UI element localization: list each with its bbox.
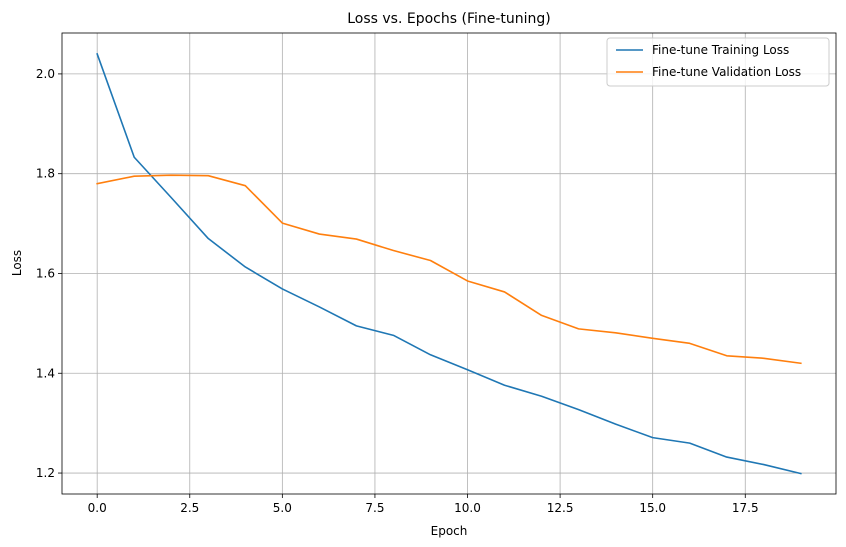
axis-ticks: 0.0 2.5 5.0 7.5 10.0 12.5 15.0 17.5 1.2 1.4 1.6 1.8… [36,67,759,515]
x-tick-label: 0.0 [88,501,107,515]
y-tick-label: 1.8 [36,167,55,181]
x-tick-label: 7.5 [365,501,384,515]
x-tick-label: 10.0 [454,501,481,515]
x-tick-label: 15.0 [639,501,666,515]
series-lines [96,52,802,475]
x-tick-label: 2.5 [180,501,199,515]
x-tick-label: 12.5 [547,501,574,515]
chart-title: Loss vs. Epochs (Fine-tuning) [347,11,551,27]
legend: Fine-tune Training Loss Fine-tune Valida… [606,37,830,87]
plot-frame [61,32,837,495]
x-tick-label: 5.0 [273,501,292,515]
legend-label-training: Fine-tune Training Loss [652,43,789,57]
x-axis-label: Epoch [431,524,468,538]
grid-lines [62,33,836,494]
y-tick-label: 1.6 [36,266,55,280]
y-tick-label: 2.0 [36,67,55,81]
legend-label-validation: Fine-tune Validation Loss [652,65,801,79]
training-loss-line [96,52,802,475]
legend-box [606,37,830,87]
validation-loss-line [96,174,802,365]
y-axis-label: Loss [10,250,24,276]
y-tick-label: 1.4 [36,366,55,380]
x-tick-label: 17.5 [732,501,759,515]
y-tick-label: 1.2 [36,466,55,480]
